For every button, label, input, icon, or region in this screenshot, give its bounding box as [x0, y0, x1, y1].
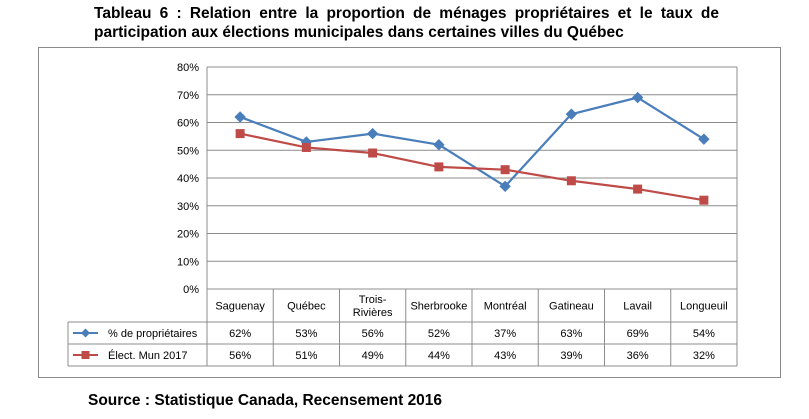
data-point — [631, 91, 644, 104]
x-tick-label: Sherbrooke — [410, 301, 467, 313]
data-label: 56% — [229, 350, 251, 362]
y-tick-label: 40% — [177, 173, 199, 185]
data-label: 44% — [428, 350, 450, 362]
data-point — [500, 165, 510, 175]
x-tick-label: Montréal — [484, 301, 527, 313]
data-label: 53% — [295, 328, 317, 340]
data-point — [633, 184, 643, 194]
x-tick-label: Québec — [287, 301, 326, 313]
legend-label: Élect. Mun 2017 — [108, 349, 188, 362]
data-point — [698, 133, 710, 145]
series-line — [239, 96, 705, 188]
y-tick-label: 80% — [177, 62, 199, 74]
data-label: 69% — [627, 328, 649, 340]
data-point — [565, 108, 578, 120]
x-tick-label: Longueuil — [680, 301, 728, 313]
y-tick-label: 50% — [177, 145, 199, 157]
chart-frame — [38, 47, 781, 378]
x-tick-label: Trois-Rivières — [353, 294, 393, 319]
y-tick-label: 30% — [177, 201, 199, 213]
y-tick-label: 0% — [183, 284, 199, 296]
data-label: 62% — [229, 328, 251, 340]
y-tick-label: 10% — [177, 256, 199, 268]
chart-title: Tableau 6 : Relation entre la proportion… — [94, 5, 719, 41]
data-label: 37% — [494, 328, 516, 340]
y-tick-label: 70% — [177, 90, 199, 102]
data-label: 39% — [560, 350, 582, 362]
data-label: 36% — [627, 350, 649, 362]
data-point — [433, 138, 445, 151]
data-point — [301, 142, 311, 152]
data-point — [699, 195, 709, 205]
y-tick-label: 60% — [177, 118, 199, 130]
legend-marker — [81, 351, 90, 359]
data-point — [566, 176, 576, 186]
series-line — [239, 132, 705, 202]
data-label: 49% — [362, 350, 384, 362]
data-label: 54% — [693, 328, 715, 340]
x-tick-label: Saguenay — [215, 301, 265, 313]
source-note: Source : Statistique Canada, Recensement… — [88, 392, 443, 409]
data-point — [368, 148, 378, 158]
legend-marker — [81, 328, 90, 338]
data-label: 56% — [362, 328, 384, 340]
legend-label: % de propriétaires — [108, 328, 198, 340]
data-label: 63% — [560, 328, 582, 340]
data-label: 51% — [295, 350, 317, 362]
data-point — [234, 111, 246, 123]
data-point — [499, 180, 511, 193]
x-tick-label: Gatineau — [549, 301, 594, 313]
data-point — [434, 162, 444, 172]
data-label: 52% — [428, 328, 450, 340]
data-label: 32% — [693, 350, 715, 362]
x-tick-label: Lavail — [623, 301, 652, 313]
data-label: 43% — [494, 350, 516, 362]
data-point — [366, 127, 379, 140]
y-tick-label: 20% — [177, 229, 199, 241]
data-point — [235, 129, 245, 139]
